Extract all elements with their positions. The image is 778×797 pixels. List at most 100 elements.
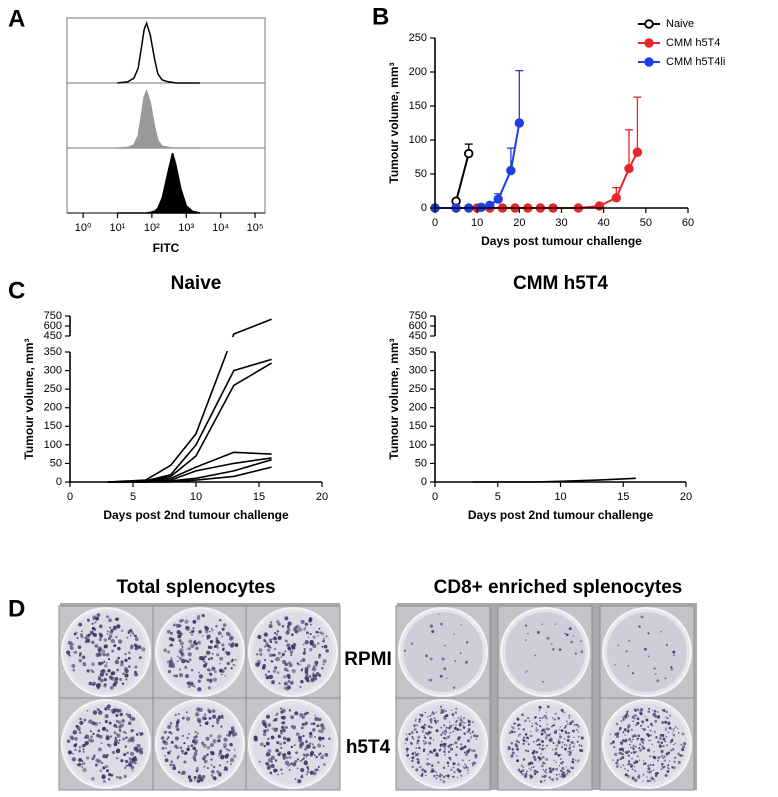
spot	[220, 725, 223, 728]
spot	[451, 709, 453, 711]
spot	[286, 726, 288, 729]
spot	[179, 668, 182, 671]
spot	[132, 633, 135, 636]
spot	[110, 708, 115, 714]
spot	[577, 759, 580, 762]
x-tick-label: 10²	[144, 222, 160, 234]
spot	[195, 712, 200, 717]
x-tick-label: 5	[130, 491, 136, 503]
spot	[185, 674, 189, 679]
spot	[575, 728, 578, 731]
spot	[308, 675, 312, 678]
spot	[216, 717, 220, 722]
spot	[121, 719, 125, 723]
spot	[534, 721, 538, 725]
spot	[127, 657, 131, 660]
spot	[270, 647, 272, 649]
spot	[527, 632, 529, 635]
spot	[184, 659, 188, 663]
spot	[634, 770, 636, 773]
spot	[579, 749, 582, 752]
spot	[623, 767, 626, 770]
spot	[422, 740, 425, 742]
spot	[184, 665, 188, 669]
spot	[76, 637, 79, 640]
spot	[570, 720, 574, 724]
spot	[657, 756, 661, 759]
spot	[115, 714, 119, 717]
spot	[191, 739, 196, 744]
spot	[270, 735, 275, 740]
y-tick-label: 200	[409, 66, 427, 78]
spot	[98, 734, 103, 739]
spot	[460, 774, 463, 777]
spot	[101, 774, 106, 779]
spot	[282, 736, 287, 741]
spot	[636, 722, 639, 725]
spot	[321, 667, 324, 670]
spot	[634, 745, 637, 748]
spot	[74, 748, 77, 752]
spot	[270, 755, 275, 760]
spot	[420, 713, 424, 717]
spot	[221, 643, 225, 647]
spot	[459, 747, 463, 751]
spot	[90, 739, 95, 743]
spot	[79, 720, 84, 725]
spot	[187, 684, 191, 688]
spot	[119, 678, 122, 681]
spot	[627, 724, 631, 728]
spot	[261, 720, 266, 725]
histogram-curve	[117, 153, 201, 214]
spot	[166, 738, 169, 741]
spot	[271, 727, 274, 730]
spot	[301, 758, 304, 761]
spot	[125, 764, 129, 767]
spot	[517, 724, 520, 727]
spot	[227, 733, 231, 737]
spot	[212, 714, 217, 719]
spot	[529, 776, 532, 780]
spot	[651, 743, 653, 746]
spot	[291, 633, 294, 637]
spot	[560, 773, 564, 776]
spot	[263, 729, 267, 733]
spot	[312, 674, 315, 677]
spot	[524, 774, 528, 778]
spot	[612, 759, 614, 761]
spot	[272, 669, 277, 673]
spot	[636, 738, 639, 741]
x-axis-label: Days post 2nd tumour challenge	[103, 508, 289, 522]
spot	[78, 749, 81, 753]
spot	[637, 775, 641, 779]
x-tick-label: 10	[190, 491, 202, 503]
spot	[563, 743, 566, 746]
spot	[526, 736, 529, 740]
spot	[559, 757, 562, 761]
spot	[302, 651, 306, 655]
data-point	[624, 163, 634, 174]
spot	[438, 749, 441, 752]
spot	[82, 743, 86, 748]
spot	[102, 753, 107, 759]
x-axis-label: FITC	[153, 241, 180, 255]
spot	[647, 735, 650, 738]
y-axis-label: Tumour volume, mm³	[22, 338, 36, 459]
spot	[632, 744, 635, 747]
spot	[110, 676, 115, 681]
spot	[641, 727, 643, 730]
spot	[79, 654, 81, 657]
spot	[191, 633, 193, 636]
spot	[549, 770, 553, 774]
spot	[288, 755, 292, 760]
spot	[567, 735, 570, 739]
spot	[444, 748, 447, 751]
spot	[406, 750, 408, 753]
spot	[167, 724, 172, 730]
spot	[515, 739, 519, 743]
spot	[295, 624, 300, 629]
spot	[632, 750, 636, 754]
spot	[124, 759, 129, 764]
spot	[572, 766, 574, 769]
